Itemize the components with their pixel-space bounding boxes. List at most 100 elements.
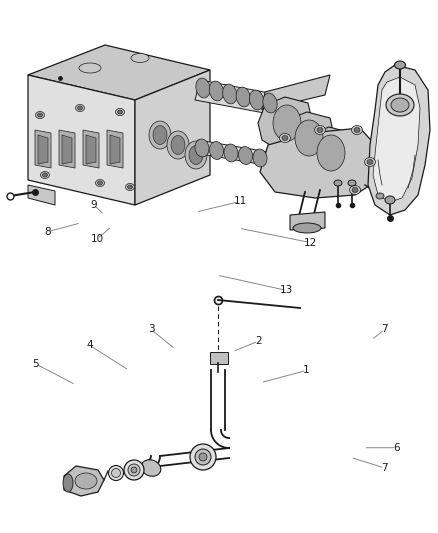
Ellipse shape	[385, 196, 395, 204]
Text: 13: 13	[280, 286, 293, 295]
Ellipse shape	[236, 87, 251, 107]
Text: 5: 5	[32, 359, 39, 369]
Polygon shape	[62, 135, 72, 164]
Ellipse shape	[253, 149, 267, 167]
Ellipse shape	[391, 98, 409, 112]
Ellipse shape	[196, 78, 210, 98]
Ellipse shape	[348, 180, 356, 186]
Ellipse shape	[141, 460, 161, 477]
Ellipse shape	[395, 61, 406, 69]
Ellipse shape	[354, 127, 360, 133]
Ellipse shape	[282, 135, 288, 141]
Ellipse shape	[209, 142, 223, 159]
Text: 7: 7	[381, 463, 388, 473]
Ellipse shape	[314, 125, 325, 134]
Text: 2: 2	[255, 336, 262, 346]
Polygon shape	[373, 77, 420, 202]
Polygon shape	[195, 80, 280, 115]
Ellipse shape	[250, 90, 264, 110]
Ellipse shape	[279, 133, 290, 142]
Ellipse shape	[224, 144, 238, 162]
Ellipse shape	[367, 159, 373, 165]
Ellipse shape	[167, 131, 189, 159]
Text: 1: 1	[303, 366, 310, 375]
Polygon shape	[195, 140, 268, 165]
Polygon shape	[210, 352, 228, 364]
Polygon shape	[135, 70, 210, 205]
Ellipse shape	[189, 146, 203, 165]
Ellipse shape	[109, 465, 124, 481]
Ellipse shape	[126, 183, 134, 190]
Ellipse shape	[195, 449, 211, 465]
Ellipse shape	[78, 106, 82, 110]
Ellipse shape	[386, 94, 414, 116]
Ellipse shape	[295, 120, 323, 156]
Text: 10: 10	[91, 234, 104, 244]
Ellipse shape	[149, 121, 171, 149]
Ellipse shape	[263, 93, 277, 113]
Polygon shape	[258, 97, 312, 150]
Ellipse shape	[376, 193, 384, 199]
Ellipse shape	[350, 185, 360, 195]
Ellipse shape	[334, 180, 342, 186]
Ellipse shape	[38, 113, 42, 117]
Ellipse shape	[364, 157, 375, 166]
Ellipse shape	[112, 469, 120, 478]
Ellipse shape	[317, 135, 345, 171]
Ellipse shape	[63, 474, 73, 492]
Polygon shape	[59, 130, 75, 168]
Polygon shape	[107, 130, 123, 168]
Ellipse shape	[153, 125, 167, 144]
Ellipse shape	[95, 180, 105, 187]
Polygon shape	[110, 135, 120, 164]
Polygon shape	[35, 130, 51, 168]
Polygon shape	[368, 65, 430, 215]
Polygon shape	[28, 185, 55, 205]
Ellipse shape	[79, 63, 101, 73]
Ellipse shape	[352, 125, 363, 134]
Ellipse shape	[317, 127, 323, 133]
Text: 12: 12	[304, 238, 317, 247]
Text: 6: 6	[393, 443, 400, 453]
Ellipse shape	[35, 111, 45, 118]
Text: 3: 3	[148, 325, 155, 334]
Ellipse shape	[293, 223, 321, 233]
Polygon shape	[64, 466, 104, 496]
Polygon shape	[28, 75, 135, 205]
Ellipse shape	[195, 139, 209, 157]
Ellipse shape	[40, 172, 49, 179]
Text: 9: 9	[91, 200, 98, 210]
Ellipse shape	[117, 110, 123, 114]
Ellipse shape	[131, 53, 149, 62]
Ellipse shape	[128, 464, 140, 476]
Polygon shape	[290, 212, 325, 230]
Ellipse shape	[190, 444, 216, 470]
Text: 4: 4	[86, 341, 93, 350]
Polygon shape	[280, 112, 334, 165]
Ellipse shape	[131, 467, 137, 473]
Polygon shape	[83, 130, 99, 168]
Ellipse shape	[75, 104, 85, 111]
Ellipse shape	[75, 473, 97, 489]
Polygon shape	[38, 135, 48, 164]
Ellipse shape	[209, 81, 223, 101]
Polygon shape	[302, 127, 356, 180]
Ellipse shape	[273, 105, 301, 141]
Ellipse shape	[238, 147, 253, 165]
Ellipse shape	[98, 181, 102, 185]
Ellipse shape	[124, 460, 144, 480]
Ellipse shape	[199, 453, 207, 461]
Ellipse shape	[127, 185, 133, 189]
Text: 8: 8	[44, 227, 51, 237]
Polygon shape	[260, 128, 378, 198]
Ellipse shape	[116, 109, 124, 116]
Ellipse shape	[352, 188, 358, 192]
Text: 7: 7	[381, 325, 388, 334]
Ellipse shape	[42, 173, 47, 177]
Ellipse shape	[223, 84, 237, 104]
Ellipse shape	[185, 141, 207, 169]
Polygon shape	[262, 75, 330, 110]
Ellipse shape	[171, 135, 185, 155]
Text: 11: 11	[233, 197, 247, 206]
Polygon shape	[86, 135, 96, 164]
